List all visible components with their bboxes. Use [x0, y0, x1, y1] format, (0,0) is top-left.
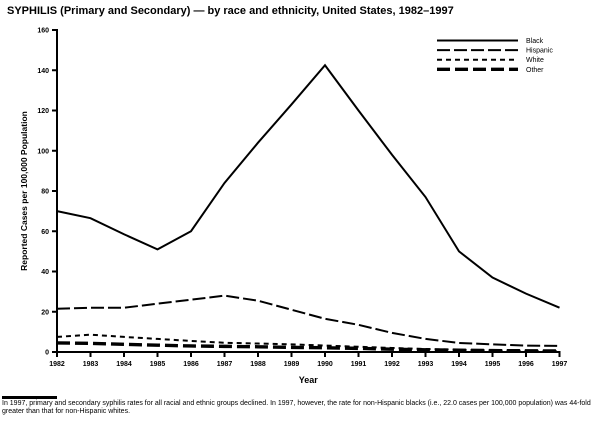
legend: Black Hispanic White Other: [437, 38, 553, 74]
x-tick-label: 1992: [384, 361, 400, 368]
x-tick-label: 1988: [250, 361, 266, 368]
syphilis-line-chart: 0 20 40 60 80 100 120 140 160 1982 1983 1984 1985 198…: [19, 28, 568, 386]
y-tick-label: 40: [41, 269, 49, 276]
x-tick-label: 1995: [485, 361, 501, 368]
x-tick-label: 1996: [518, 361, 534, 368]
legend-label-other: Other: [526, 67, 544, 74]
x-tick-label: 1989: [284, 361, 300, 368]
x-tick-label: 1993: [418, 361, 434, 368]
chart-title: SYPHILIS (Primary and Secondary) — by ra…: [7, 5, 454, 17]
x-tick-label: 1994: [451, 361, 467, 368]
x-tick-label: 1997: [552, 361, 568, 368]
y-tick-label: 140: [37, 68, 49, 75]
footnote-rule: [2, 396, 57, 399]
y-tick-label: 20: [41, 309, 49, 316]
y-tick-label: 60: [41, 229, 49, 236]
x-tick-label: 1985: [150, 361, 166, 368]
y-tick-label: 80: [41, 189, 49, 196]
x-tick-label: 1986: [183, 361, 199, 368]
x-tick-label: 1990: [317, 361, 333, 368]
footnote-text: In 1997, primary and secondary syphilis …: [2, 400, 591, 416]
series-line-white: [56, 333, 560, 352]
x-axis-title: Year: [299, 375, 319, 385]
y-tick-label: 120: [37, 108, 49, 115]
x-tick-label: 1987: [217, 361, 233, 368]
legend-label-hispanic: Hispanic: [526, 48, 553, 55]
x-tick-label: 1991: [351, 361, 367, 368]
series-line-hispanic: [56, 294, 560, 347]
series-line-black: [56, 63, 560, 309]
x-tick-label: 1983: [83, 361, 99, 368]
y-tick-label: 160: [37, 28, 49, 35]
footnote: In 1997, primary and secondary syphilis …: [2, 396, 602, 417]
series-line-other: [56, 341, 560, 353]
y-tick-label: 0: [45, 350, 49, 357]
y-tick-label: 100: [37, 148, 49, 155]
legend-label-white: White: [526, 57, 544, 64]
x-tick-label: 1984: [116, 361, 132, 368]
legend-label-black: Black: [526, 38, 544, 45]
x-tick-label: 1982: [49, 361, 65, 368]
y-axis-title: Reported Cases per 100,000 Population: [19, 111, 29, 271]
